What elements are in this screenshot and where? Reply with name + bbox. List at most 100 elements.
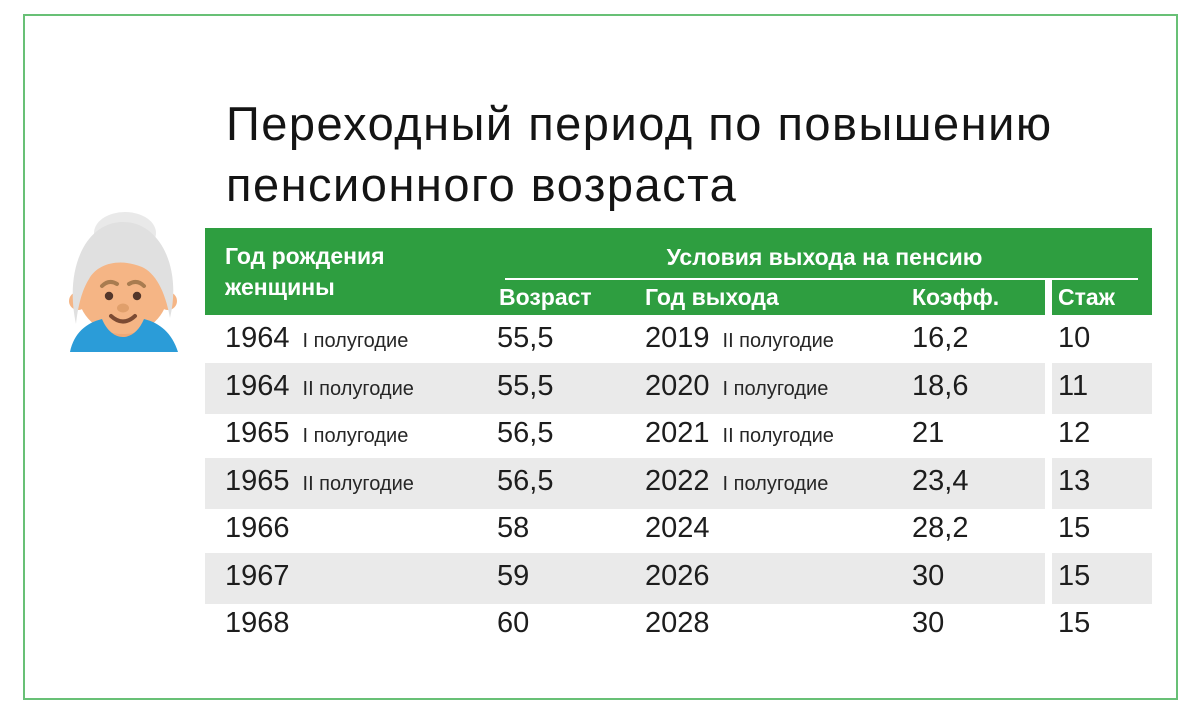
face-shape <box>78 250 168 334</box>
coefficient-value: 28,2 <box>912 512 969 544</box>
birth-year-cell: 1964 II полугодие <box>205 362 497 414</box>
experience-value: 15 <box>1058 559 1091 592</box>
birth-year-cell: 1965 II полугодие <box>205 457 497 509</box>
exit-year: 2021 <box>645 417 710 449</box>
exit-half-label: II полугодие <box>722 330 834 352</box>
age-cell: 60 <box>497 600 645 652</box>
coefficient-cell: 30 <box>912 600 1045 652</box>
exit-year-cell: 2026 <box>645 552 912 604</box>
exit-year: 2024 <box>645 512 710 544</box>
column-gap <box>1045 458 1052 510</box>
coefficient-cell: 21 <box>912 410 1045 462</box>
birth-half-label: II полугодие <box>302 377 414 400</box>
header-underline <box>505 278 1138 280</box>
table-body: 1964 I полугодие 55,5 2019 II полугодие 16,2 1… <box>205 315 1152 648</box>
birth-year: 1964 <box>225 369 290 402</box>
coefficient-value: 16,2 <box>912 322 969 354</box>
age-cell: 55,5 <box>497 315 645 367</box>
hair-shape <box>72 222 174 324</box>
coefficient-cell: 30 <box>912 552 1045 604</box>
age-value: 58 <box>497 512 530 544</box>
header-column-gap <box>1045 280 1052 315</box>
experience-value: 13 <box>1058 464 1091 497</box>
table-row: 1964 I полугодие 55,5 2019 II полугодие 16,2 1… <box>205 315 1152 363</box>
experience-cell: 12 <box>1052 410 1152 462</box>
table-row: 1968 60 2028 30 15 <box>205 600 1152 648</box>
column-gap <box>1045 410 1052 462</box>
exit-year-cell: 2028 <box>645 600 912 652</box>
age-cell: 55,5 <box>497 362 645 414</box>
shirt-shape <box>70 319 178 352</box>
experience-cell: 15 <box>1052 505 1152 557</box>
age-value: 55,5 <box>497 322 554 354</box>
table-header: Год рождения женщины Условия выхода на п… <box>205 228 1152 315</box>
header-conditions-group-label: Условия выхода на пенсию <box>666 243 983 270</box>
experience-value: 12 <box>1058 417 1091 449</box>
coefficient-value: 30 <box>912 559 945 592</box>
right-eye-icon <box>132 291 142 301</box>
coefficient-value: 21 <box>912 417 945 449</box>
table-row: 1967 59 2026 30 15 <box>205 552 1152 604</box>
exit-half-label: I полугодие <box>722 377 829 400</box>
subheader-coefficient: Коэфф. <box>912 284 1000 310</box>
birth-half-label: I полугодие <box>302 425 409 447</box>
pension-table: Год рождения женщины Условия выхода на п… <box>205 228 1152 648</box>
subheader-exit-year: Год выхода <box>645 284 779 310</box>
exit-year-cell: 2020 I полугодие <box>645 362 912 414</box>
header-subrow: Возраст Год выхода Коэфф. Стаж <box>497 280 1152 315</box>
left-eyebrow-icon <box>100 279 119 288</box>
exit-half-label: I полугодие <box>722 472 829 495</box>
experience-value: 11 <box>1058 369 1089 402</box>
coefficient-cell: 23,4 <box>912 457 1045 509</box>
exit-half-label: II полугодие <box>722 425 834 447</box>
table-row: 1965 I полугодие 56,5 2021 II полугодие 21 12 <box>205 410 1152 458</box>
mouth-shape <box>109 314 137 324</box>
age-cell: 58 <box>497 505 645 557</box>
birth-year: 1965 <box>225 417 290 449</box>
birth-year: 1966 <box>225 512 290 544</box>
coefficient-value: 30 <box>912 607 945 639</box>
birth-year: 1964 <box>225 322 290 354</box>
experience-value: 15 <box>1058 607 1091 639</box>
exit-year-cell: 2021 II полугодие <box>645 410 912 462</box>
age-value: 55,5 <box>497 369 554 402</box>
age-cell: 56,5 <box>497 457 645 509</box>
experience-cell: 13 <box>1052 457 1152 509</box>
birth-year-cell: 1964 I полугодие <box>205 315 497 367</box>
right-eyebrow-icon <box>127 279 146 288</box>
coefficient-cell: 18,6 <box>912 362 1045 414</box>
age-cell: 56,5 <box>497 410 645 462</box>
birth-year-cell: 1968 <box>205 600 497 652</box>
exit-year: 2020 <box>645 369 710 402</box>
experience-cell: 15 <box>1052 600 1152 652</box>
column-gap <box>1045 363 1052 415</box>
elderly-woman-illustration <box>69 212 178 352</box>
coefficient-value: 23,4 <box>912 464 969 497</box>
age-cell: 59 <box>497 552 645 604</box>
header-birth-year-column: Год рождения женщины <box>225 242 385 300</box>
age-value: 60 <box>497 607 530 639</box>
page-title: Переходный период по повышению пенсионно… <box>226 97 1053 212</box>
exit-year: 2028 <box>645 607 710 639</box>
table-row: 1966 58 2024 28,2 15 <box>205 505 1152 553</box>
birth-year: 1968 <box>225 607 290 639</box>
experience-cell: 11 <box>1052 362 1152 414</box>
subheader-age: Возраст <box>499 284 592 310</box>
age-value: 56,5 <box>497 464 554 497</box>
coefficient-value: 18,6 <box>912 369 969 402</box>
exit-year: 2026 <box>645 559 710 592</box>
column-gap <box>1045 553 1052 605</box>
birth-year-cell: 1965 I полугодие <box>205 410 497 462</box>
exit-year-cell: 2024 <box>645 505 912 557</box>
subheader-experience: Стаж <box>1058 284 1115 310</box>
birth-year: 1967 <box>225 559 290 592</box>
left-eye-icon <box>104 291 114 301</box>
birth-year: 1965 <box>225 464 290 497</box>
nose-shape <box>117 303 129 313</box>
exit-year-cell: 2022 I полугодие <box>645 457 912 509</box>
exit-year: 2019 <box>645 322 710 354</box>
table-row: 1965 II полугодие 56,5 2022 I полугодие 23,4 1… <box>205 457 1152 509</box>
column-gap <box>1045 505 1052 557</box>
coefficient-cell: 16,2 <box>912 315 1045 367</box>
